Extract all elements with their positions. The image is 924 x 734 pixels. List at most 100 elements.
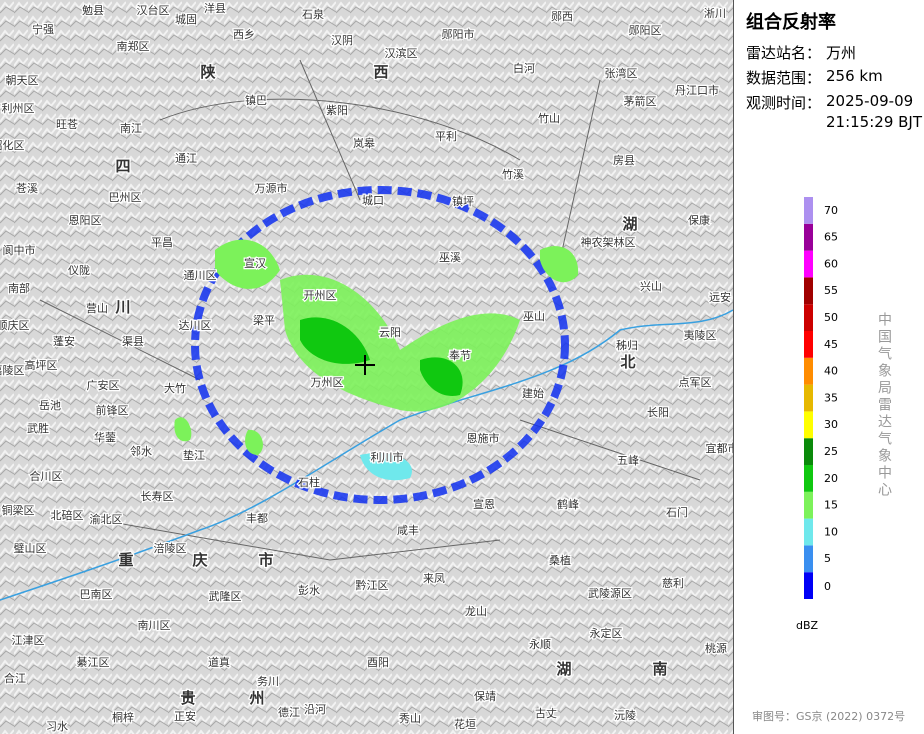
place-label: 旺苍 [56, 118, 78, 131]
place-label: 沅陵 [614, 709, 636, 722]
place-label: 张湾区 [605, 66, 638, 80]
place-label: 五峰 [617, 454, 639, 467]
legend-swatch [804, 572, 813, 599]
province-label: 重 [118, 551, 133, 569]
legend-swatch [804, 357, 813, 385]
place-label: 郧西 [551, 10, 573, 23]
place-label: 朝天区 [6, 74, 39, 87]
place-label: 桃源 [705, 641, 727, 655]
legend-label: 60 [824, 257, 838, 270]
place-label: 阆中市 [3, 243, 36, 257]
place-label: 正安 [174, 709, 196, 723]
range-label: 数据范围： [746, 69, 822, 87]
place-label: 綦江区 [77, 656, 110, 669]
place-label: 巴州区 [109, 191, 142, 204]
place-label: 秭归 [616, 338, 638, 352]
station: 万州 [826, 44, 857, 62]
place-label: 巫溪 [439, 251, 461, 264]
place-label: 岚皋 [353, 136, 375, 150]
place-label: 巴南区 [80, 588, 113, 601]
legend-label: 15 [824, 499, 838, 512]
approval-number: 审图号：GS京 (2022) 0372号 [752, 710, 906, 723]
legend-swatch [804, 277, 813, 305]
place-label: 郧阳市 [442, 27, 475, 41]
place-label: 达川区 [179, 319, 212, 332]
place-label: 石泉 [302, 7, 324, 21]
place-label: 勉县 [82, 3, 104, 17]
place-label: 慈利 [662, 576, 684, 590]
place-label: 龙山 [465, 605, 487, 618]
place-label: 保康 [688, 213, 710, 227]
province-label: 贵 [180, 689, 195, 707]
place-label: 武胜 [27, 421, 49, 435]
legend-swatch [804, 491, 813, 519]
place-label: 西乡 [233, 28, 255, 41]
river [0, 309, 733, 601]
place-label: 渝北区 [90, 512, 123, 526]
province-label: 南 [652, 660, 667, 678]
legend-label: 5 [824, 552, 831, 565]
place-label: 汉滨区 [385, 46, 418, 60]
place-label: 顺庆区 [0, 318, 30, 332]
place-label: 彭水 [298, 583, 320, 597]
place-label: 宣恩 [473, 497, 495, 511]
place-label: 镇巴 [245, 93, 267, 107]
place-label: 兴山 [640, 280, 662, 293]
legend-swatch [804, 250, 813, 278]
place-label: 前锋区 [96, 403, 129, 417]
legend-unit: dBZ [796, 619, 819, 632]
place-label: 秀山 [399, 712, 421, 725]
sidebar: 组合反射率 雷达站名： 万州 数据范围： 256 km 观测时间： 2025-0… [733, 0, 924, 734]
legend-label: 40 [824, 365, 838, 378]
place-label: 丰都 [246, 512, 268, 525]
place-label: 桑植 [549, 553, 571, 567]
legend-swatch [804, 411, 813, 439]
place-label: 奉节 [449, 348, 471, 362]
place-label: 武隆区 [209, 589, 242, 603]
place-label: 竹溪 [502, 167, 524, 181]
place-label: 营山 [86, 301, 108, 315]
place-label: 高坪区 [25, 358, 58, 372]
legend-label: 30 [824, 418, 838, 431]
place-label: 江津区 [12, 634, 45, 647]
place-label: 点军区 [679, 376, 712, 389]
place-label: 岳池 [39, 399, 61, 412]
radar-echo [174, 186, 579, 504]
province-label: 陕 [200, 63, 215, 81]
legend-label: 20 [824, 472, 838, 485]
province-label: 川 [114, 298, 130, 316]
place-label: 梁平 [253, 313, 275, 327]
place-label: 恩阳区 [69, 214, 102, 227]
place-label: 大竹 [164, 381, 186, 395]
place-label: 远安 [709, 290, 731, 304]
place-label: 平昌 [151, 236, 173, 249]
legend-label: 35 [824, 391, 838, 404]
place-label: 合川区 [30, 469, 63, 483]
date: 2025-09-09 [826, 92, 914, 110]
place-label: 德江 [278, 705, 300, 719]
place-label: 紫阳 [326, 104, 348, 117]
place-label: 花垣 [454, 718, 476, 731]
legend-swatch [804, 304, 813, 331]
place-label: 房县 [613, 154, 635, 167]
place-label: 镇坪 [452, 194, 474, 208]
place-label: 南江 [120, 122, 142, 135]
place-label: 白河 [513, 61, 535, 75]
province-label: 庆 [192, 551, 207, 569]
place-label: 城口 [362, 194, 384, 207]
legend-label: 45 [824, 338, 838, 351]
place-label: 涪陵区 [154, 541, 187, 555]
place-label: 茅箭区 [624, 94, 657, 108]
legend-label: 55 [824, 284, 838, 297]
legend-swatch [804, 223, 813, 251]
place-label: 宣汉 [244, 256, 266, 270]
place-label: 开州区 [304, 289, 337, 302]
time: 21:15:29 BJT [826, 113, 923, 131]
place-label: 利川市 [371, 450, 404, 464]
place-label: 南郑区 [117, 39, 150, 53]
province-label: 北 [620, 353, 635, 371]
place-label: 平利 [435, 130, 457, 143]
place-label: 鹤峰 [557, 497, 579, 511]
province-label: 西 [373, 63, 388, 81]
